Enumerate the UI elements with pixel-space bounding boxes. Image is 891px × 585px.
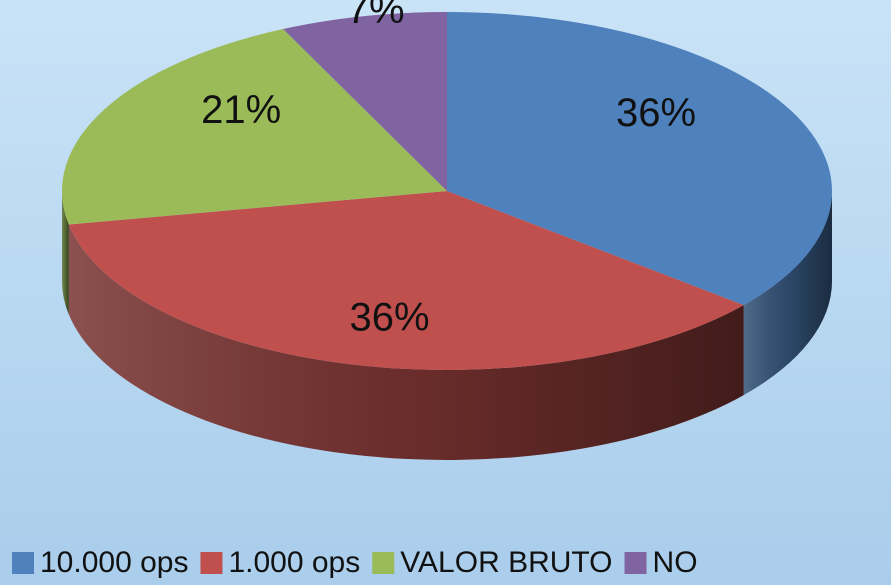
legend-label: 10.000 ops (40, 546, 188, 579)
slice (283, 12, 447, 191)
legend: 10.000 ops 1.000 ops VALOR BRUTO NO (12, 546, 698, 579)
slice (68, 191, 744, 370)
legend-swatch (372, 552, 395, 574)
legend-label: NO (653, 546, 698, 579)
legend-swatch (624, 552, 647, 574)
legend-label: VALOR BRUTO (400, 546, 612, 579)
legend-label: 1.000 ops (228, 546, 360, 579)
data-label: 36% (616, 91, 696, 135)
data-label: 36% (350, 296, 430, 340)
slice-side-shade (62, 191, 69, 315)
slice-side-shade (743, 191, 832, 396)
data-label: 7% (347, 0, 405, 32)
legend-swatch (200, 552, 223, 574)
data-label: 21% (201, 88, 281, 132)
legend-swatch (12, 552, 34, 574)
slice-side-shade (68, 224, 744, 460)
slice (447, 12, 832, 306)
slice (61, 29, 448, 225)
pie: 36% 36% 21% 7% (61, 0, 832, 460)
